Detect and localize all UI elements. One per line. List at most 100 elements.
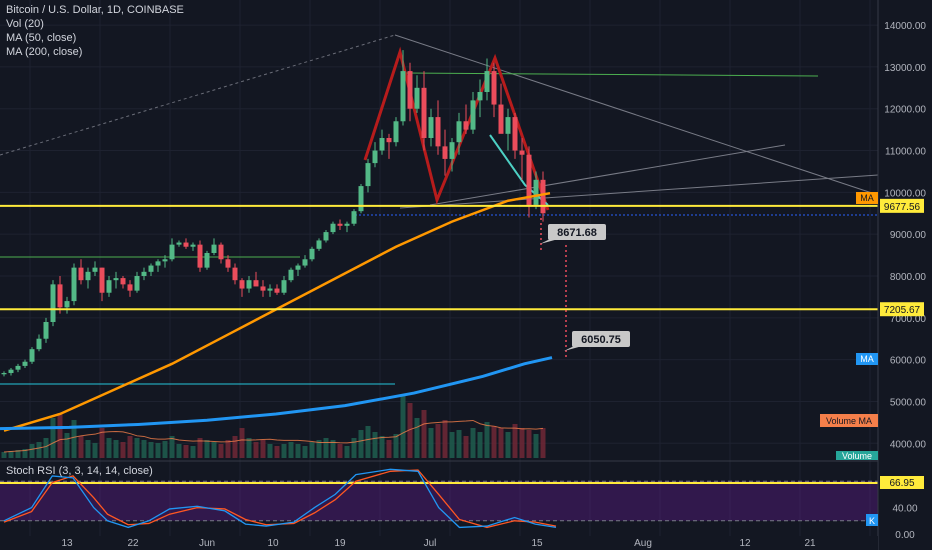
candle-body bbox=[435, 117, 441, 147]
callout-box bbox=[548, 224, 606, 240]
volume-bar bbox=[36, 442, 42, 458]
volume-tag bbox=[836, 451, 878, 460]
candle-body bbox=[344, 223, 350, 226]
time-tick-label: Aug bbox=[634, 538, 652, 549]
volume-bar bbox=[197, 438, 203, 458]
candle-body bbox=[183, 242, 189, 247]
volume-bar bbox=[57, 413, 63, 458]
candle-body bbox=[15, 365, 21, 370]
candle-body bbox=[64, 301, 70, 308]
rsi-k-line bbox=[3, 468, 557, 529]
candlestick-series bbox=[1, 50, 546, 377]
level-axis-tag bbox=[880, 302, 924, 317]
candle-body bbox=[358, 186, 364, 212]
volume-bar bbox=[407, 403, 413, 458]
indicator-vol[interactable]: Vol (20) bbox=[6, 18, 44, 30]
candle-body bbox=[50, 284, 56, 322]
candle-body bbox=[1, 373, 7, 375]
candle-body bbox=[309, 248, 315, 260]
candle-body bbox=[78, 267, 84, 281]
volume-bar bbox=[176, 444, 182, 458]
candle-body bbox=[533, 179, 539, 205]
volume-bar bbox=[113, 440, 119, 458]
time-tick-label: 15 bbox=[531, 538, 543, 549]
candle-body bbox=[176, 242, 182, 245]
volume-bar bbox=[99, 428, 105, 458]
volume-bar bbox=[190, 446, 196, 458]
time-tick-label: 21 bbox=[804, 538, 816, 549]
volume-bar bbox=[106, 438, 112, 458]
volume-bar bbox=[127, 436, 133, 458]
candle-body bbox=[211, 244, 217, 253]
volume-bar bbox=[365, 426, 371, 458]
volume-bar bbox=[50, 418, 56, 458]
volume-bar bbox=[274, 446, 280, 458]
volume-bar bbox=[505, 432, 511, 458]
candle-body bbox=[127, 284, 133, 291]
candle-body bbox=[120, 278, 126, 285]
candle-body bbox=[43, 322, 49, 339]
price-tick-label: 12000.00 bbox=[884, 105, 926, 116]
candle-body bbox=[372, 150, 378, 164]
candle-body bbox=[141, 271, 147, 276]
indicator-ma50[interactable]: MA (50, close) bbox=[6, 32, 77, 44]
stoch-rsi-title[interactable]: Stoch RSI (3, 3, 14, 14, close) bbox=[6, 465, 153, 477]
volume-bar bbox=[204, 440, 210, 458]
price-tick-label: 10000.00 bbox=[884, 188, 926, 199]
volume-bar bbox=[155, 443, 161, 458]
volume-bar bbox=[442, 420, 448, 458]
candle-body bbox=[260, 286, 266, 291]
axis-background bbox=[878, 0, 932, 550]
price-tick-label: 13000.00 bbox=[884, 63, 926, 74]
volume-bar bbox=[64, 433, 70, 458]
candle-body bbox=[148, 265, 154, 272]
price-axis[interactable]: 14000.00 13000.00 12000.00 11000.00 10000.00… bbox=[820, 0, 932, 550]
volume-bar bbox=[309, 442, 315, 458]
candle-body bbox=[449, 142, 455, 159]
volume-bar bbox=[358, 430, 364, 458]
volume-bar bbox=[162, 441, 168, 458]
candle-body bbox=[386, 138, 392, 143]
candle-body bbox=[36, 338, 42, 350]
candle-body bbox=[477, 92, 483, 101]
rsi-current-label: 66.95 bbox=[889, 478, 914, 489]
trendline-dashed bbox=[0, 34, 396, 156]
volume-bar bbox=[29, 444, 35, 458]
volume-bar bbox=[8, 451, 14, 458]
volume-ma-tag bbox=[820, 414, 878, 427]
indicator-ma200[interactable]: MA (200, close) bbox=[6, 46, 83, 58]
volume-bar bbox=[498, 428, 504, 458]
volume-bar bbox=[288, 442, 294, 458]
ma50-tag bbox=[856, 192, 878, 204]
volume-bar bbox=[1, 452, 7, 458]
volume-bar bbox=[351, 438, 357, 458]
candle-body bbox=[414, 87, 420, 109]
level-axis-tag bbox=[880, 198, 924, 213]
candle-body bbox=[57, 284, 63, 308]
candle-body bbox=[106, 280, 112, 293]
volume-bar bbox=[414, 418, 420, 458]
candle-body bbox=[204, 253, 210, 268]
candle-body bbox=[225, 259, 231, 268]
candle-body bbox=[519, 150, 525, 155]
volume-bar bbox=[372, 432, 378, 458]
time-tick-label: 10 bbox=[267, 538, 279, 549]
volume-bar bbox=[330, 440, 336, 458]
volume-bar bbox=[295, 444, 301, 458]
volume-bar bbox=[449, 432, 455, 458]
candle-body bbox=[393, 121, 399, 143]
time-axis[interactable]: 13 22 Jun 10 19 Jul 15 Aug 12 21 bbox=[0, 536, 878, 550]
candle-body bbox=[379, 138, 385, 151]
candle-body bbox=[428, 117, 434, 138]
candle-body bbox=[526, 154, 532, 205]
volume-bar bbox=[148, 442, 154, 458]
volume-bar bbox=[267, 444, 273, 458]
price-tick-label: 5000.00 bbox=[890, 397, 927, 408]
volume-bar bbox=[533, 434, 539, 458]
candle-body bbox=[239, 280, 245, 289]
candle-body bbox=[365, 163, 371, 187]
candle-body bbox=[190, 244, 196, 247]
candle-body bbox=[512, 117, 518, 151]
